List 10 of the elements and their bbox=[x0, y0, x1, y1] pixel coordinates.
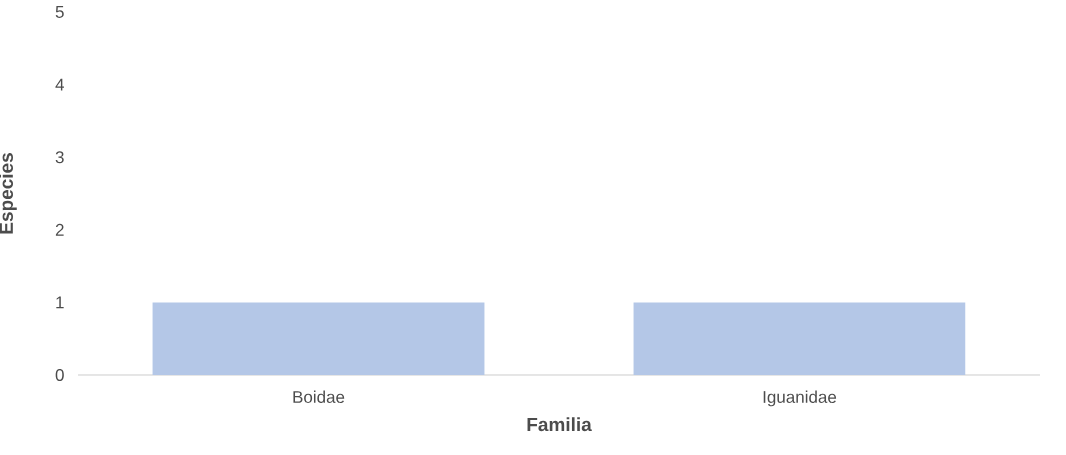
y-tick-label: 1 bbox=[56, 296, 64, 309]
y-axis-title: Especies bbox=[0, 153, 17, 234]
x-axis-title: Familia bbox=[527, 417, 592, 432]
y-tick-label: 4 bbox=[55, 78, 64, 91]
y-tick-label: 0 bbox=[55, 368, 64, 382]
y-tick-label: 3 bbox=[55, 151, 64, 164]
y-tick-label: 5 bbox=[55, 6, 64, 18]
x-tick-label: Boidae bbox=[293, 390, 345, 404]
y-tick-label: 2 bbox=[55, 223, 64, 236]
x-tick-label: Iguanidae bbox=[763, 390, 837, 407]
